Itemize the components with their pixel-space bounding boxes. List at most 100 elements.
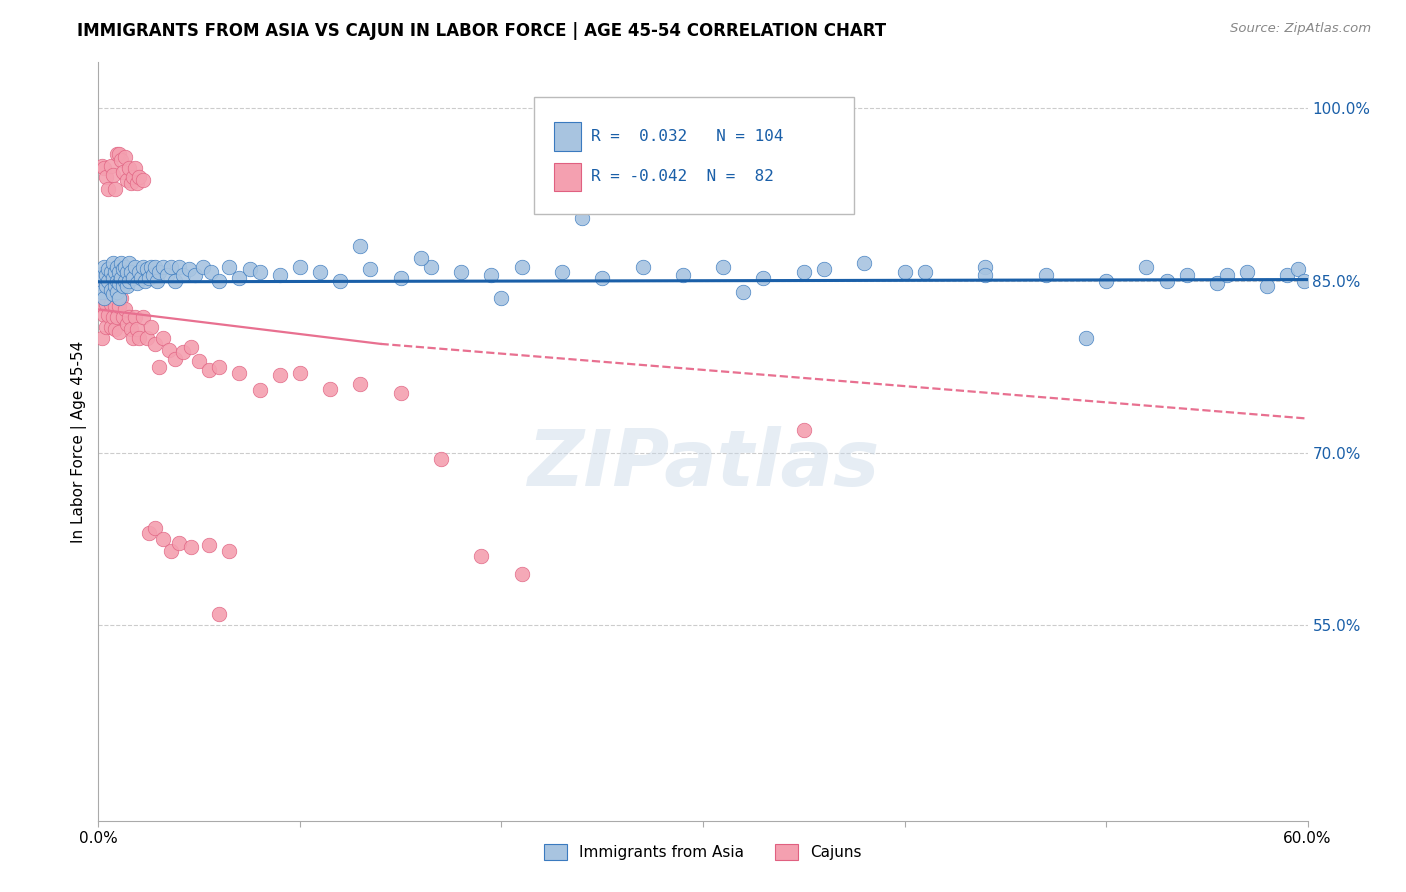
Point [733,285,755,300]
Point [100,319,122,334]
Point [329,274,352,288]
Point [135,331,157,345]
Point [208,607,231,621]
Point [125,322,148,336]
Point [121,331,143,345]
Point [132,310,155,325]
Point [120,322,142,336]
Point [93,161,115,175]
Point [309,264,332,278]
Point [132,260,155,274]
Point [118,161,141,175]
Point [129,271,152,285]
Point [142,268,165,282]
Point [96,170,118,185]
Point [101,285,124,300]
Point [107,264,129,278]
Point [103,182,125,196]
Point [180,540,202,554]
Point [128,170,150,185]
Point [143,337,166,351]
Point [193,260,215,274]
Point [97,285,120,300]
Point [96,279,118,293]
Point [105,279,128,293]
Bar [554,162,581,191]
Point [111,262,134,277]
Point [163,274,186,288]
Point [139,260,162,274]
Point [114,274,136,288]
Point [793,423,815,437]
Point [107,147,129,161]
Point [349,377,371,392]
Point [103,279,125,293]
Point [793,264,815,278]
Point [91,159,114,173]
Point [110,271,132,285]
Point [1035,268,1057,282]
Point [110,291,132,305]
Point [111,279,134,293]
Bar [554,122,581,151]
Point [120,264,142,278]
Point [156,268,179,282]
Text: IMMIGRANTS FROM ASIA VS CAJUN IN LABOR FORCE | AGE 45-54 CORRELATION CHART: IMMIGRANTS FROM ASIA VS CAJUN IN LABOR F… [77,22,886,40]
Point [93,274,115,288]
Point [101,287,124,301]
Point [121,170,143,185]
Point [1074,331,1097,345]
Point [93,260,115,274]
Point [152,331,174,345]
Point [93,291,115,305]
Point [893,264,915,278]
Text: ZIPatlas: ZIPatlas [527,426,879,502]
Point [96,319,118,334]
Point [672,268,695,282]
Point [124,260,146,274]
Point [111,164,134,178]
Text: R = -0.042  N =  82: R = -0.042 N = 82 [591,169,773,185]
Point [115,279,138,293]
Point [135,262,157,277]
Point [631,260,654,274]
Point [1292,274,1315,288]
Point [160,260,183,274]
Point [1206,276,1229,290]
Point [101,310,124,325]
Point [160,543,183,558]
Point [813,262,835,277]
Point [319,382,342,396]
Point [491,291,513,305]
Point [228,271,250,285]
Point [188,354,211,368]
Point [97,182,120,196]
Point [124,310,146,325]
Point [1095,274,1118,288]
Point [430,451,453,466]
Point [111,310,134,325]
Point [105,260,128,274]
Point [114,150,136,164]
Point [96,296,118,310]
Point [349,239,371,253]
Point [249,264,271,278]
Point [1286,262,1309,277]
Point [128,331,150,345]
Point [120,176,142,190]
Point [115,172,138,186]
Point [974,260,997,274]
Point [105,285,128,300]
Point [138,526,160,541]
Point [184,268,207,282]
Point [152,260,174,274]
Point [115,318,138,332]
Point [105,310,128,325]
Point [148,359,170,374]
Point [152,532,174,546]
Point [360,262,382,277]
Point [571,211,593,225]
Point [389,271,412,285]
Point [91,267,114,281]
Point [409,251,432,265]
